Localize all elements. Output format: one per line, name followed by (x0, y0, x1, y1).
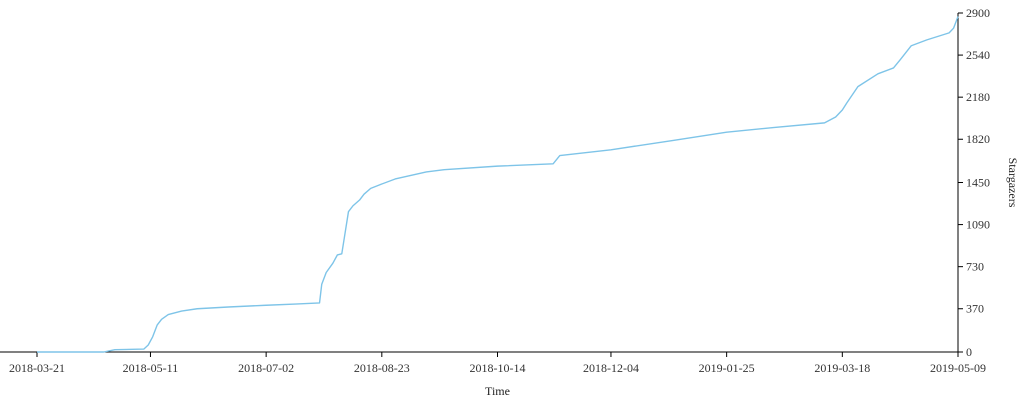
y-tick-label: 1090 (966, 218, 990, 232)
x-tick-label: 2018-10-14 (470, 361, 526, 375)
y-tick-label: 730 (966, 260, 984, 274)
x-tick-label: 2019-03-18 (814, 361, 870, 375)
series-layer (37, 16, 959, 353)
y-tick-label: 2180 (966, 90, 990, 104)
x-tick-label: 2019-01-25 (699, 361, 755, 375)
y-tick-label: 0 (966, 345, 972, 359)
y-tick-label: 1450 (966, 176, 990, 190)
x-tick-label: 2018-05-11 (123, 361, 179, 375)
x-tick-label: 2018-07-02 (238, 361, 294, 375)
x-axis-title: Time (485, 384, 510, 398)
y-tick-label: 2900 (966, 6, 990, 20)
y-tick-label: 2540 (966, 48, 990, 62)
x-tick-label: 2018-03-21 (9, 361, 65, 375)
x-tick-label: 2019-05-09 (930, 361, 986, 375)
y-axis-title: Stargazers (1006, 158, 1020, 208)
stargazers-series-line (37, 16, 959, 353)
x-tick-label: 2018-08-23 (354, 361, 410, 375)
y-tick-label: 1820 (966, 132, 990, 146)
x-axis: 2018-03-21 2018-05-11 2018-07-02 2018-08-23… (0, 351, 986, 375)
x-tick-label: 2018-12-04 (583, 361, 639, 375)
y-tick-label: 370 (966, 302, 984, 316)
y-axis: 0 370 730 1090 1450 1820 2180 2540 2900 (957, 6, 990, 359)
